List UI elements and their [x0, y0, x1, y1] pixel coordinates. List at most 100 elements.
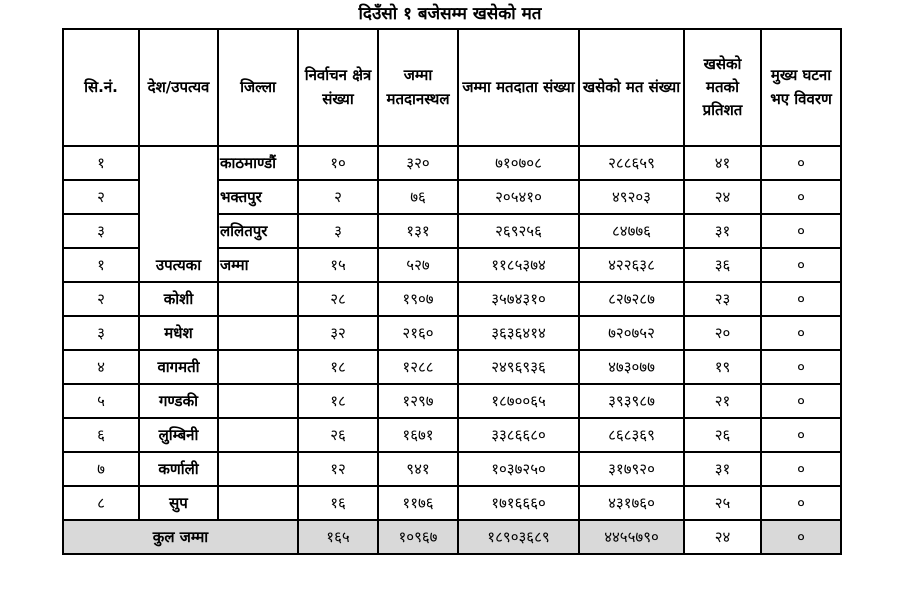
sn-cell: १	[62, 247, 140, 283]
header-sn: सि.नं.	[62, 28, 140, 147]
constituencies-cell: १६	[297, 485, 379, 521]
sn-cell: ३	[62, 213, 140, 249]
percent-cell: २६	[683, 417, 762, 453]
sn-cell: १	[62, 145, 140, 181]
incidents-cell: ०	[760, 485, 842, 521]
sn-cell: ६	[62, 417, 140, 453]
header-incidents: मुख्य घटना भए विवरण	[760, 28, 842, 147]
incidents-cell: ०	[760, 281, 842, 317]
province-cell: मधेश	[138, 315, 219, 351]
district-cell	[217, 315, 299, 351]
votes-cell: ४९२०३	[578, 179, 685, 215]
votes-cell: ३९३९८७	[578, 383, 685, 419]
percent-cell: २०	[683, 315, 762, 351]
district-cell: जम्मा	[217, 247, 299, 283]
sn-cell: ५	[62, 383, 140, 419]
province-cell: लुम्बिनी	[138, 417, 219, 453]
district-cell	[217, 485, 299, 521]
constituencies-cell: ३२	[297, 315, 379, 351]
table-row: ६ लुम्बिनी २६ १६७१ ३३८६६८० ८६८३६९ २६ ०	[62, 417, 842, 453]
table-row: २ भक्तपुर २ ७६ २०५४१० ४९२०३ २४ ०	[62, 179, 842, 215]
constituencies-cell: १२	[297, 451, 379, 487]
total-votes-cell: ४४५५७९०	[578, 519, 685, 555]
voters-cell: ७१०७०८	[457, 145, 580, 181]
district-cell: ललितपुर	[217, 213, 299, 249]
table-row: ५ गण्डकी १८ १२९७ १८७००६५ ३९३९८७ २१ ०	[62, 383, 842, 419]
total-row: कुल जम्मा १६५ १०९६७ १८९०३६८९ ४४५५७९० २४ …	[62, 519, 842, 555]
stations-cell: १३१	[377, 213, 459, 249]
sn-cell: २	[62, 281, 140, 317]
votes-cell: ८६८३६९	[578, 417, 685, 453]
stations-cell: १२८८	[377, 349, 459, 385]
voters-cell: २०५४१०	[457, 179, 580, 215]
province-group-cell: उपत्यका	[138, 145, 219, 283]
stations-cell: ७६	[377, 179, 459, 215]
header-constituencies: निर्वाचन क्षेत्र संख्या	[297, 28, 379, 147]
district-cell	[217, 417, 299, 453]
incidents-cell: ०	[760, 417, 842, 453]
stations-cell: ५२७	[377, 247, 459, 283]
stations-cell: ११७६	[377, 485, 459, 521]
total-stations-cell: १०९६७	[377, 519, 459, 555]
province-cell: वागमती	[138, 349, 219, 385]
header-votes: खसेको मत संख्या	[578, 28, 685, 147]
district-cell	[217, 451, 299, 487]
total-voters-cell: १८९०३६८९	[457, 519, 580, 555]
total-percent-cell: २४	[683, 519, 762, 555]
district-cell: भक्तपुर	[217, 179, 299, 215]
table-row: ८ सुप १६ ११७६ १७१६६६० ४३१७६० २५ ०	[62, 485, 842, 521]
voters-cell: ३६३६४१४	[457, 315, 580, 351]
voters-cell: २४९६९३६	[457, 349, 580, 385]
percent-cell: २१	[683, 383, 762, 419]
page-title: दिउँसो १ बजेसम्म खसेको मत	[358, 4, 542, 24]
district-cell	[217, 383, 299, 419]
incidents-cell: ०	[760, 145, 842, 181]
province-cell: कर्णाली	[138, 451, 219, 487]
constituencies-cell: २८	[297, 281, 379, 317]
stations-cell: १९०७	[377, 281, 459, 317]
sn-cell: ३	[62, 315, 140, 351]
percent-cell: २३	[683, 281, 762, 317]
district-cell: काठमाण्डौं	[217, 145, 299, 181]
total-label-cell: कुल जम्मा	[62, 519, 299, 555]
voters-cell: ११८५३७४	[457, 247, 580, 283]
province-cell: सुप	[138, 485, 219, 521]
header-percent: खसेको मतको प्रतिशत	[683, 28, 762, 147]
district-cell	[217, 281, 299, 317]
votes-cell: ४२२६३८	[578, 247, 685, 283]
votes-cell: ४३१७६०	[578, 485, 685, 521]
constituencies-cell: १५	[297, 247, 379, 283]
voters-cell: ३३८६६८०	[457, 417, 580, 453]
district-cell	[217, 349, 299, 385]
sn-cell: २	[62, 179, 140, 215]
constituencies-cell: २	[297, 179, 379, 215]
table-row: ७ कर्णाली १२ ९४१ १०३७२५० ३१७९२० ३१ ०	[62, 451, 842, 487]
total-constituencies-cell: १६५	[297, 519, 379, 555]
total-incidents-cell: ०	[760, 519, 842, 555]
stations-cell: ९४१	[377, 451, 459, 487]
sn-cell: ८	[62, 485, 140, 521]
percent-cell: ३१	[683, 451, 762, 487]
percent-cell: १९	[683, 349, 762, 385]
table-header: सि.नं. देश/उपत्यव जिल्ला निर्वाचन क्षेत्…	[62, 28, 842, 147]
stations-cell: ३२०	[377, 145, 459, 181]
table-body: १ उपत्यका काठमाण्डौं १० ३२० ७१०७०८ २८८६५…	[62, 145, 842, 555]
percent-cell: ३१	[683, 213, 762, 249]
table-row: २ कोशी २८ १९०७ ३५७४३१० ८२७२८७ २३ ०	[62, 281, 842, 317]
stations-cell: १६७१	[377, 417, 459, 453]
header-district: जिल्ला	[217, 28, 299, 147]
incidents-cell: ०	[760, 247, 842, 283]
constituencies-cell: १०	[297, 145, 379, 181]
constituencies-cell: ३	[297, 213, 379, 249]
sn-cell: ४	[62, 349, 140, 385]
voters-cell: २६९२५६	[457, 213, 580, 249]
percent-cell: २४	[683, 179, 762, 215]
voters-cell: १७१६६६०	[457, 485, 580, 521]
incidents-cell: ०	[760, 349, 842, 385]
incidents-cell: ०	[760, 213, 842, 249]
province-cell: कोशी	[138, 281, 219, 317]
header-row: सि.नं. देश/उपत्यव जिल्ला निर्वाचन क्षेत्…	[62, 28, 842, 147]
votes-cell: ८४७७६	[578, 213, 685, 249]
vote-table: सि.नं. देश/उपत्यव जिल्ला निर्वाचन क्षेत्…	[62, 28, 842, 555]
percent-cell: ४१	[683, 145, 762, 181]
